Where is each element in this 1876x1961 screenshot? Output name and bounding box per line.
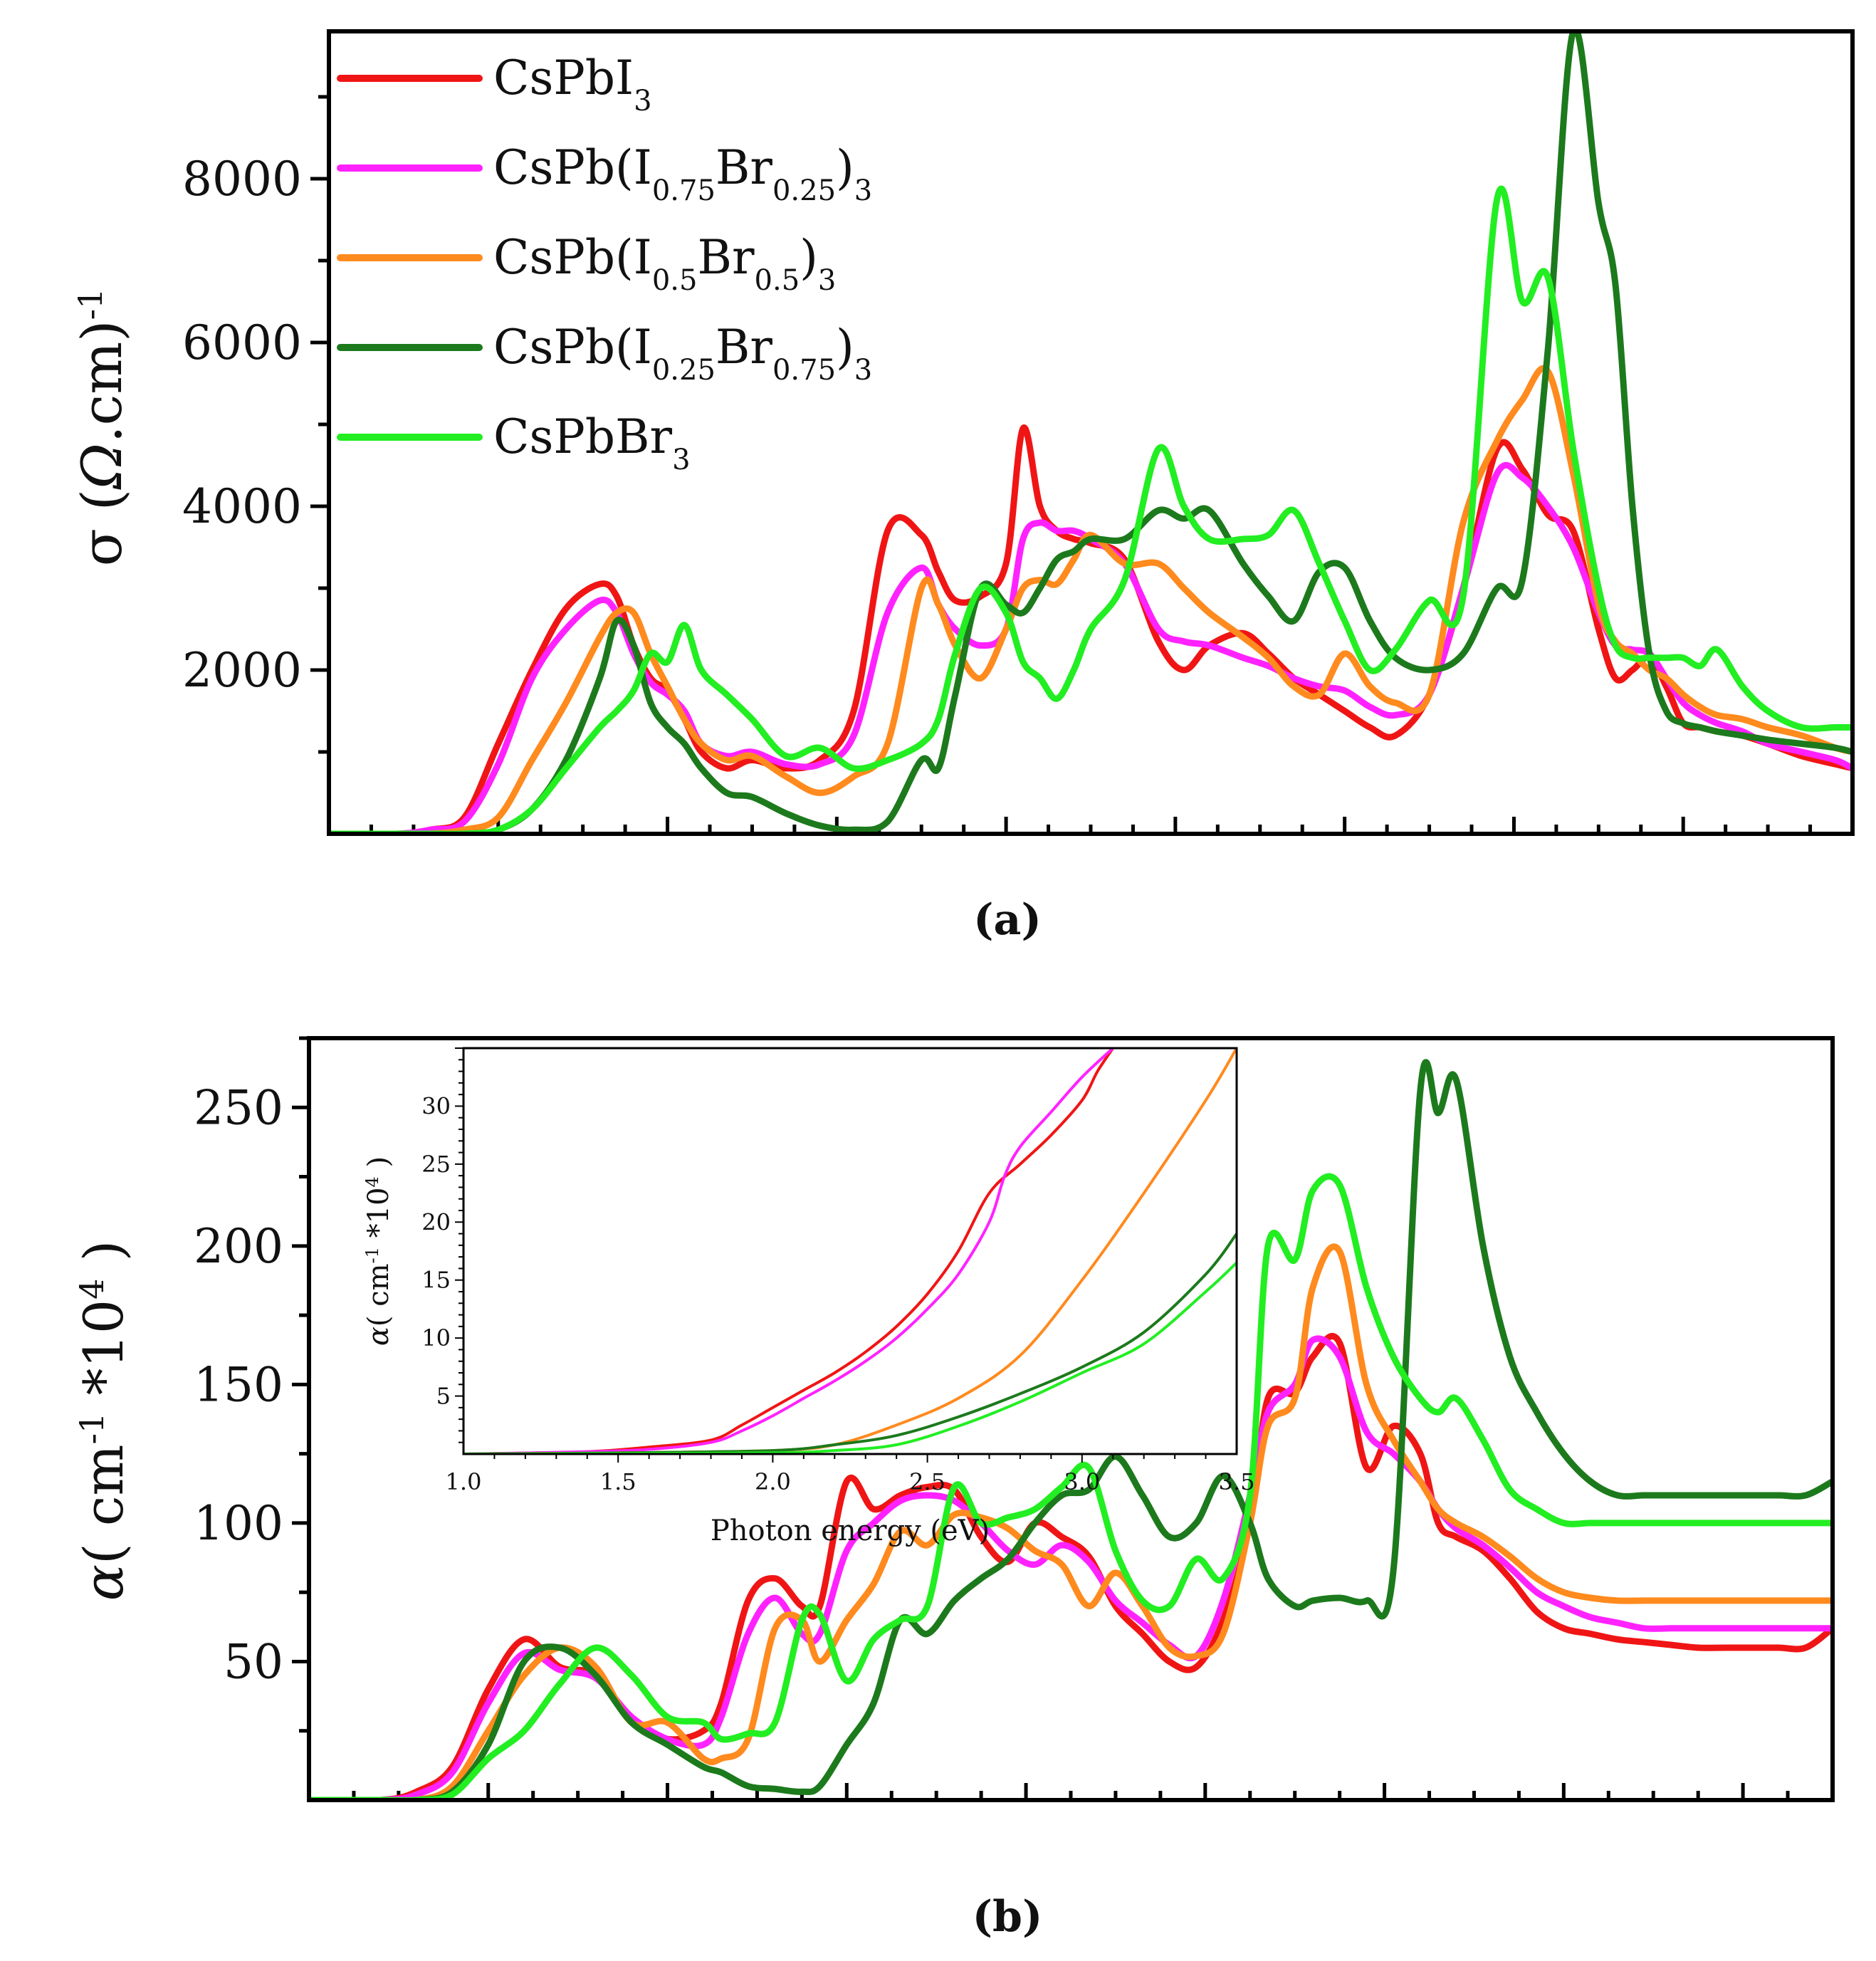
panel-a-y-label-sup: -1 (71, 288, 110, 320)
panel-a-legend: CsPbI3 CsPb(I0.75Br0.25)3 CsPb(I0.5Br0.5)3… (337, 51, 872, 476)
panel-a-y-axis-label: σ (Ω.cm)-1 (70, 288, 135, 567)
inset-y-tick-label: 15 (421, 1267, 451, 1294)
panel-b-series (309, 1059, 1833, 1800)
panel-a-y-label-prefix: σ ( (70, 489, 135, 566)
panel-a-y-label-omega: Ω (70, 443, 135, 490)
inset-y-ticks: 5 10 15 20 25 30 (421, 1047, 463, 1443)
inset-x-tick-label: 3.5 (1219, 1468, 1255, 1495)
inset-x-tick-label: 2.5 (909, 1468, 945, 1495)
panel-b-y-label-alpha: α (72, 1564, 135, 1601)
inset-y-label-alpha: α (362, 1327, 395, 1346)
legend-label-cspbi3: CsPbI3 (493, 51, 652, 117)
panel-b-series-cspbi025br075 (309, 1059, 1833, 1800)
panel-a-chart: 2000 4000 6000 8000 CsPbI3 CsPb(I0.75Br0.25)… (70, 29, 1855, 945)
panel-b-label: (b) (973, 1892, 1043, 1942)
inset-series-cspbi3 (463, 1048, 1114, 1454)
panel-a-y-tick-label: 4000 (182, 479, 302, 534)
panel-b-y-tick-label: 50 (224, 1635, 283, 1690)
inset-x-tick-label: 1.5 (600, 1468, 636, 1495)
panel-b-y-tick-label: 250 (194, 1080, 283, 1135)
inset-y-label-sup1: -1 (362, 1247, 382, 1263)
panel-b-series-cspbi075br025 (309, 1335, 1833, 1800)
legend-label-cspbi075br025: CsPb(I0.75Br0.25)3 (493, 140, 872, 207)
panel-a-series-cspbi025br075 (329, 31, 1853, 834)
panel-b-y-tick-label: 200 (194, 1219, 283, 1274)
panel-a-plot-frame (327, 29, 1855, 836)
panel-b-y-tick-label: 150 (194, 1357, 283, 1412)
legend-label-cspbi05br05: CsPb(I0.5Br0.5)3 (493, 230, 836, 297)
panel-a-y-tick-label: 8000 (182, 152, 302, 206)
panel-a-series-cspbbr3 (329, 185, 1853, 834)
inset-frame (462, 1047, 1238, 1455)
panel-b-inset: 5 10 15 20 25 30 1.0 1.5 2.0 2.5 3.0 3.5 Photon en… (362, 1047, 1255, 1547)
inset-y-tick-label: 30 (421, 1092, 451, 1119)
inset-x-axis-label: Photon energy (eV) (711, 1515, 990, 1547)
inset-y-tick-label: 10 (421, 1324, 451, 1351)
panel-b-y-tick-label: 100 (194, 1496, 283, 1551)
inset-y-label-suffix: ) (362, 1156, 395, 1176)
inset-x-tick-label: 1.0 (446, 1468, 482, 1495)
panel-b-y-label-suffix: ) (72, 1240, 135, 1279)
inset-y-label-sup2: 4 (362, 1176, 382, 1187)
panel-b-y-label-sup2: 4 (73, 1279, 111, 1300)
inset-x-tick-label: 3.0 (1064, 1468, 1100, 1495)
panel-b-y-label-sup1: -1 (73, 1413, 111, 1445)
legend-label-cspbbr3: CsPbBr3 (493, 409, 691, 476)
panel-a-x-ticks (369, 817, 1813, 834)
panel-b-y-ticks: 50 100 150 200 250 (194, 1036, 309, 1733)
panel-b-series-cspbi05br05 (309, 1243, 1833, 1800)
panel-b-plot-frame (307, 1036, 1835, 1802)
inset-y-label-prefix: ( cm (362, 1263, 395, 1327)
panel-a-y-ticks: 2000 4000 6000 8000 (182, 95, 329, 754)
panel-b-y-label-mid: *10 (72, 1300, 135, 1413)
panel-a-y-tick-label: 2000 (182, 643, 302, 698)
inset-y-axis-label: α( cm-1 *104 ) (362, 1156, 395, 1346)
inset-y-label-mid: *10 (362, 1187, 395, 1247)
panel-a-y-label-suffix: .cm) (70, 320, 135, 443)
panel-a-label: (a) (973, 895, 1042, 945)
panel-b-series-cspbbr3 (309, 1173, 1833, 1800)
inset-x-tick-label: 2.0 (755, 1468, 791, 1495)
inset-x-ticks: 1.0 1.5 2.0 2.5 3.0 3.5 (446, 1454, 1255, 1495)
inset-y-tick-label: 25 (421, 1151, 451, 1178)
inset-background (463, 1048, 1237, 1454)
inset-y-tick-label: 20 (421, 1208, 451, 1235)
panel-b-y-label-prefix: ( cm (72, 1445, 135, 1564)
inset-y-tick-label: 5 (436, 1383, 451, 1410)
panel-a-y-tick-label: 6000 (182, 315, 302, 370)
inset-series-cspbi075br025 (463, 1048, 1114, 1454)
panel-a-series (329, 31, 1853, 834)
panel-b-y-axis-label: α( cm-1 *104 ) (72, 1240, 135, 1601)
legend-label-cspbi025br075: CsPb(I0.25Br0.75)3 (493, 320, 872, 387)
